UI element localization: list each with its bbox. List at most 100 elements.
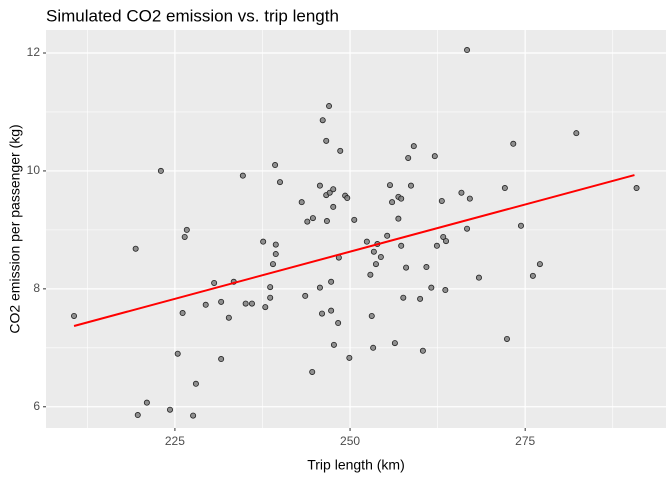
point	[443, 238, 450, 245]
point	[328, 278, 335, 285]
y-tick-label: 12	[27, 45, 41, 59]
point	[190, 412, 197, 419]
point	[440, 233, 447, 240]
point	[267, 284, 274, 291]
point	[419, 347, 426, 354]
point	[309, 368, 316, 375]
point	[330, 203, 337, 210]
point	[134, 412, 141, 419]
trend-line	[73, 174, 635, 327]
point	[166, 406, 173, 413]
point	[536, 261, 543, 268]
point	[225, 314, 232, 321]
point	[398, 242, 405, 249]
point	[181, 233, 188, 240]
point	[464, 47, 471, 54]
point	[346, 354, 353, 361]
point	[316, 182, 323, 189]
point	[239, 172, 246, 179]
point	[517, 222, 524, 229]
point	[323, 137, 330, 144]
point	[330, 341, 337, 348]
point	[417, 295, 424, 302]
x-tick-label: 225	[165, 434, 185, 448]
point	[428, 284, 435, 291]
point	[400, 294, 407, 301]
point	[403, 264, 410, 271]
point	[337, 147, 344, 154]
point	[326, 189, 333, 196]
point	[248, 300, 255, 307]
point	[433, 242, 440, 249]
point	[267, 294, 274, 301]
point	[211, 279, 218, 286]
point	[269, 261, 276, 268]
point	[132, 245, 139, 252]
point	[183, 226, 190, 233]
point	[309, 215, 316, 222]
point	[442, 287, 449, 294]
point	[529, 272, 536, 279]
point	[368, 312, 375, 319]
point	[391, 340, 398, 347]
y-axis-title: CO2 emission per passenger (kg)	[7, 124, 23, 333]
point	[633, 185, 640, 192]
point	[395, 215, 402, 222]
point	[407, 182, 414, 189]
point	[319, 117, 326, 124]
point	[466, 195, 473, 202]
point	[298, 199, 305, 206]
point	[377, 254, 384, 261]
point	[304, 218, 311, 225]
x-tick-label: 275	[515, 434, 535, 448]
point	[431, 153, 438, 160]
point	[272, 241, 279, 248]
point	[398, 195, 405, 202]
point	[335, 320, 342, 327]
point	[410, 143, 417, 150]
point	[367, 271, 374, 278]
point	[389, 199, 396, 206]
point	[262, 304, 269, 311]
grid	[46, 30, 666, 428]
point	[370, 248, 377, 255]
y-tick-label: 6	[33, 399, 40, 413]
point	[242, 300, 249, 307]
point	[344, 195, 351, 202]
point	[218, 298, 225, 305]
panel	[46, 30, 666, 428]
point	[276, 179, 283, 186]
point	[501, 185, 508, 192]
point	[157, 167, 164, 174]
y-tick-label: 10	[27, 163, 41, 177]
point	[202, 301, 209, 308]
point	[386, 182, 393, 189]
point	[143, 399, 150, 406]
point	[260, 238, 267, 245]
point	[363, 238, 370, 245]
point	[464, 225, 471, 232]
point	[179, 310, 186, 317]
x-axis-title: Trip length (km)	[307, 457, 405, 473]
point	[458, 189, 465, 196]
point	[323, 218, 330, 225]
point	[218, 356, 225, 363]
point	[302, 292, 309, 299]
point	[503, 335, 510, 342]
point	[438, 197, 445, 204]
y-tick-label: 8	[33, 281, 40, 295]
point	[326, 103, 333, 110]
point	[174, 350, 181, 357]
chart-title: Simulated CO2 emission vs. trip length	[46, 6, 339, 25]
point	[330, 186, 337, 193]
point	[423, 264, 430, 271]
point	[71, 312, 78, 319]
point	[272, 251, 279, 258]
point	[272, 162, 279, 169]
marks	[71, 47, 640, 419]
point	[370, 344, 377, 351]
point	[372, 261, 379, 268]
point	[192, 380, 199, 387]
point	[316, 284, 323, 291]
